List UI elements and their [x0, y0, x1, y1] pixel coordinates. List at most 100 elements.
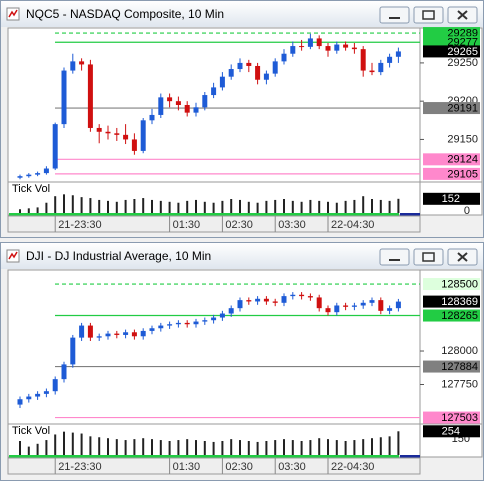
- candle-body: [149, 328, 155, 331]
- volume-bar: [335, 440, 338, 455]
- restore-button[interactable]: [413, 248, 444, 266]
- level-box: [423, 309, 480, 322]
- candle-body: [299, 294, 305, 297]
- volume-bar: [353, 199, 356, 213]
- window-buttons[interactable]: [379, 248, 478, 266]
- candle-body: [325, 308, 331, 313]
- volume-bar: [265, 441, 268, 455]
- candle-body: [131, 139, 137, 151]
- candle-body: [17, 399, 23, 405]
- volume-bar: [388, 436, 391, 455]
- candle-body: [395, 51, 401, 57]
- volume-bar: [89, 436, 92, 455]
- candle-body: [131, 332, 137, 337]
- volume-bar: [71, 195, 74, 213]
- volume-bar: [133, 199, 136, 213]
- window-buttons[interactable]: [379, 6, 478, 24]
- candle-body: [167, 324, 173, 326]
- app-icon-glyph: [8, 251, 18, 260]
- volume-last-box: [423, 425, 480, 438]
- volume-bar: [115, 439, 118, 455]
- candle-body: [281, 296, 287, 303]
- volume-bar: [309, 440, 312, 455]
- candle-body: [316, 297, 322, 309]
- volume-bar: [335, 202, 338, 213]
- volume-bar: [371, 199, 373, 213]
- volume-bar: [239, 440, 241, 455]
- x-tick-label: 02:30: [225, 219, 253, 231]
- volume-bar: [151, 439, 153, 455]
- volume-tick-label: 0: [464, 205, 470, 217]
- candle-body: [228, 69, 234, 77]
- candle-body: [87, 325, 93, 338]
- candle-body: [246, 300, 252, 302]
- volume-bar: [283, 199, 285, 213]
- x-tick-label: 01:30: [173, 461, 201, 473]
- volume-bar: [247, 441, 250, 455]
- y-tick-label: 127750: [441, 378, 478, 390]
- candle-body: [35, 393, 41, 397]
- volume-bar: [265, 200, 268, 213]
- candle-body: [263, 298, 269, 302]
- volume-bar: [327, 201, 329, 213]
- volume-bar: [80, 197, 83, 213]
- candle-body: [395, 301, 401, 309]
- volume-last-box: [423, 192, 480, 205]
- level-box: [423, 295, 480, 308]
- candle-body: [369, 300, 375, 303]
- volume-bar: [142, 438, 145, 455]
- volume-bar: [274, 440, 277, 455]
- candle-body: [79, 61, 85, 65]
- volume-bar: [133, 439, 136, 455]
- candle-body: [43, 391, 49, 394]
- candle-body: [184, 322, 190, 325]
- volume-bar: [98, 437, 101, 455]
- volume-bar: [283, 439, 285, 455]
- candle-body: [158, 97, 164, 115]
- candle-body: [79, 325, 85, 338]
- candle-body: [26, 174, 32, 177]
- candle-body: [237, 62, 243, 70]
- candle-body: [87, 64, 93, 128]
- candle-body: [140, 120, 146, 151]
- y-tick-label: 29250: [447, 57, 478, 69]
- candle-body: [105, 131, 111, 134]
- volume-bar: [388, 200, 391, 213]
- minimize-button[interactable]: [379, 248, 410, 266]
- candle-body: [35, 173, 41, 175]
- session-bar: [9, 213, 399, 216]
- level-box: [423, 153, 480, 166]
- candle-body: [105, 333, 111, 337]
- app-icon-glyph: [8, 9, 18, 18]
- volume-bar: [63, 431, 65, 455]
- candle-body: [114, 333, 120, 335]
- price-axis-area: [419, 27, 483, 216]
- level-label: 127884: [441, 361, 478, 373]
- candle-body: [237, 300, 243, 309]
- volume-bar: [397, 198, 400, 213]
- volume-bar: [203, 201, 206, 213]
- volume-bar: [124, 440, 127, 455]
- volume-bar: [168, 441, 171, 455]
- candle-body: [202, 95, 208, 108]
- candle-body: [140, 330, 146, 337]
- candle-body: [263, 73, 269, 80]
- x-tick-label: 03:30: [278, 219, 306, 231]
- x-tick-label: 01:30: [173, 219, 201, 231]
- candle-body: [316, 38, 322, 47]
- candle-body: [334, 44, 340, 51]
- candle-body: [246, 62, 252, 66]
- chart-window: DJI - DJ Industrial Average, 10 Min 1277…: [0, 242, 484, 481]
- time-axis-area: [7, 215, 421, 233]
- candle-body: [167, 97, 173, 102]
- level-label: 29191: [447, 102, 478, 114]
- candle-body: [96, 127, 102, 132]
- restore-button[interactable]: [413, 6, 444, 24]
- volume-bar: [309, 199, 312, 213]
- minimize-button[interactable]: [379, 6, 410, 24]
- candle-body: [175, 101, 181, 105]
- volume-bar: [45, 440, 48, 455]
- candle-body: [202, 320, 208, 322]
- candle-body: [123, 134, 129, 140]
- level-box: [423, 27, 480, 40]
